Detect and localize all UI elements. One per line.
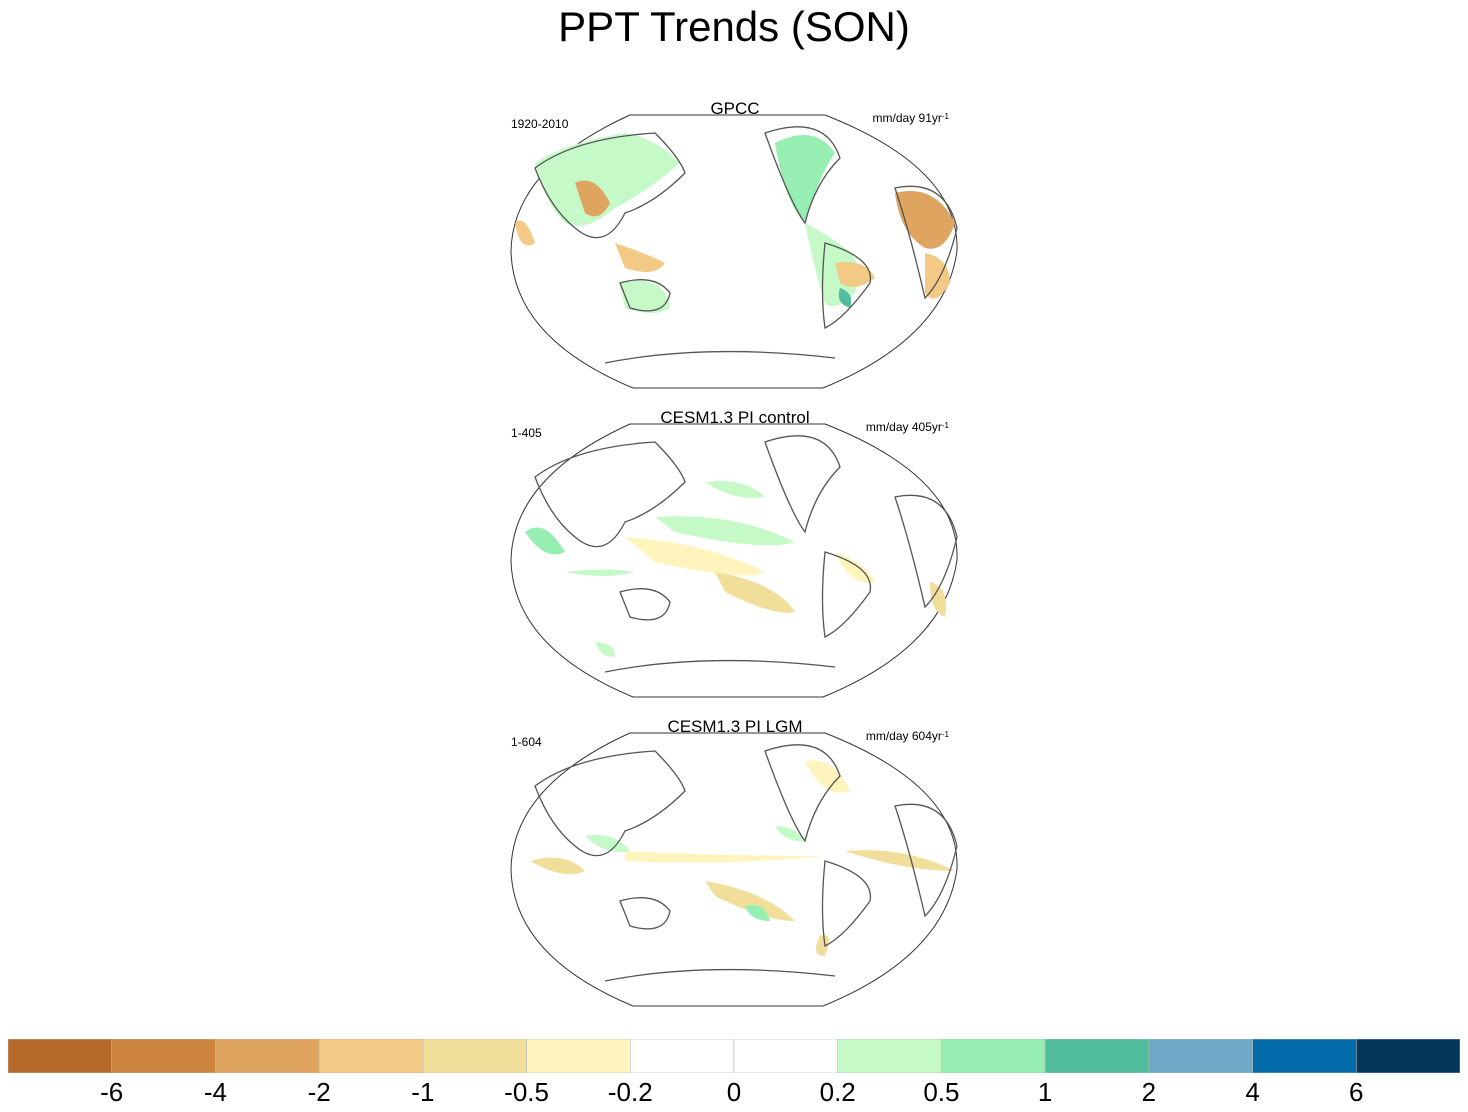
panel-units: mm/day 604yr-1	[865, 729, 949, 743]
colorbar-tick-label: 4	[1245, 1077, 1260, 1107]
colorbar-tick-label: -1	[411, 1077, 435, 1107]
colorbar-bin	[8, 1039, 113, 1073]
colorbar-bin	[1044, 1039, 1150, 1073]
colorbar-bin	[629, 1039, 735, 1073]
pi-lgm-anomalies	[530, 760, 955, 956]
colorbar-bin	[733, 1039, 839, 1073]
gpcc-anomalies	[515, 133, 955, 313]
colorbar-bin	[526, 1039, 631, 1073]
panel-period: 1920-2010	[511, 117, 569, 131]
panel-pi-lgm: CESM1.3 PI LGM 1-604 mm/day 604yr-1	[505, 717, 965, 1031]
main-title: PPT Trends (SON)	[558, 3, 910, 50]
colorbar-bin	[1252, 1039, 1357, 1073]
panel-title: CESM1.3 PI control	[660, 408, 810, 427]
colorbar-bin	[1355, 1039, 1460, 1073]
colorbar-bin	[111, 1039, 216, 1073]
panel-title: GPCC	[710, 99, 760, 118]
world-map	[510, 423, 958, 698]
panel-units: mm/day 405yr-1	[865, 420, 949, 434]
panel-period: 1-604	[511, 735, 542, 749]
colorbar-bin	[837, 1039, 942, 1073]
colorbar-tick-label: 0.2	[819, 1077, 856, 1107]
colorbar-bin	[422, 1039, 527, 1073]
panel-title: CESM1.3 PI LGM	[667, 717, 803, 736]
panel-gpcc: GPCC 1920-2010 mm/day 91yr-1	[505, 99, 965, 413]
pi-control-anomalies	[525, 481, 946, 657]
colorbar-tick-label: -4	[203, 1077, 227, 1107]
colorbar-tick-label: -0.5	[504, 1077, 549, 1107]
colorbar-bin	[318, 1039, 424, 1073]
colorbar-tick-label: 0	[726, 1077, 742, 1107]
colorbar-bin	[1148, 1039, 1253, 1073]
colorbar-bin	[215, 1039, 320, 1073]
colorbar-tick-label: 2	[1141, 1077, 1157, 1107]
panel-period: 1-405	[511, 426, 542, 440]
panel-units: mm/day 91yr-1	[872, 111, 949, 125]
colorbar-bin	[941, 1039, 1046, 1073]
colorbar-tick-label: -6	[100, 1077, 124, 1107]
panel-pi-control: CESM1.3 PI control 1-405 mm/day 405yr-1	[505, 408, 965, 722]
world-map	[510, 732, 958, 1007]
colorbar-tick-label: 6	[1349, 1077, 1364, 1107]
colorbar-tick-label: 0.5	[923, 1077, 960, 1107]
colorbar-tick-label: -2	[307, 1077, 331, 1107]
colorbar-tick-label: 1	[1037, 1077, 1053, 1107]
colorbar	[8, 1039, 1460, 1073]
colorbar-tick-label: -0.2	[607, 1077, 653, 1107]
world-map	[510, 114, 958, 389]
